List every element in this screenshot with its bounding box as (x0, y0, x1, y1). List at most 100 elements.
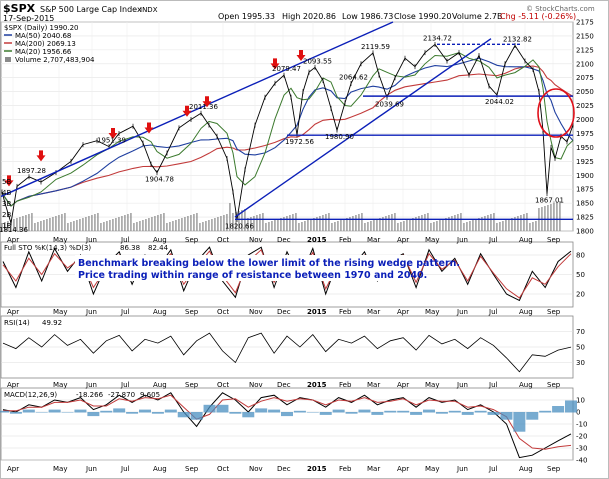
macd-histogram-bar (216, 404, 229, 413)
volume-bar (340, 220, 342, 231)
volume-bar (511, 218, 513, 231)
sto-tick-label: 80 (576, 252, 585, 260)
rsi-tick-label: 30 (576, 359, 585, 367)
volume-bar (262, 213, 264, 231)
month-label: Nov (249, 465, 263, 473)
macd-histogram-bar (61, 412, 74, 413)
volume-bar (40, 221, 42, 231)
macd-histogram-bar (113, 408, 126, 413)
volume-bar (34, 223, 36, 231)
price-label: 2011.36 (189, 103, 218, 111)
price-label: 1814.36 (0, 226, 28, 234)
volume-bar (46, 219, 48, 231)
volume-bar (433, 222, 435, 231)
month-label: Jul (120, 381, 130, 389)
volume-bar (175, 220, 177, 231)
macd-histogram-bar (500, 412, 513, 420)
month-label: Apr (7, 465, 19, 473)
macd-histogram-bar (410, 412, 423, 415)
month-label: Jul (488, 308, 498, 316)
volume-bar (469, 221, 471, 231)
legend-volume: Volume 2,707,483,904 (15, 56, 95, 64)
volume-bar (148, 218, 150, 231)
month-label: Apr (397, 236, 409, 244)
volume-bar (268, 222, 270, 231)
volume-bar (232, 213, 234, 231)
volume-bar (52, 217, 54, 231)
annotation-line1: Benchmark breaking below the lower limit… (78, 258, 460, 269)
macd-histogram-bar (190, 412, 203, 420)
volume-bar (520, 215, 522, 231)
volume-bar (76, 220, 78, 231)
volume-bar (553, 203, 555, 231)
volume-bar (550, 204, 552, 231)
volume-bar (496, 223, 498, 231)
month-label: Apr (397, 465, 409, 473)
volume-bar (445, 218, 447, 231)
macd-histogram-bar (526, 412, 539, 420)
price-label: 1980.90 (325, 133, 354, 141)
volume-bar (301, 222, 303, 231)
volume-bar (250, 217, 252, 231)
volume-bar (58, 215, 60, 231)
volume-bar (73, 221, 75, 231)
price-tick-label: 2100 (576, 60, 594, 68)
volume-bar (112, 219, 114, 231)
macd-histogram-bar (461, 412, 474, 415)
macd-histogram-bar (281, 412, 293, 417)
price-label: 2093.55 (303, 57, 332, 65)
volume-bar (361, 213, 363, 231)
volume-bar (529, 223, 531, 231)
rsi-tick-label: 70 (576, 328, 585, 336)
month-label: Jun (85, 236, 97, 244)
volume-bar (292, 214, 294, 231)
month-label: Feb (339, 308, 352, 316)
volume-bar (307, 220, 309, 231)
volume-bar (349, 217, 351, 231)
volume-bar (109, 220, 111, 231)
volume-bar (385, 216, 387, 231)
volume-bar (238, 211, 240, 231)
month-label: Dec (277, 465, 291, 473)
volume-bar (487, 215, 489, 231)
price-label: 1897.28 (17, 167, 46, 175)
month-label: Aug (153, 381, 167, 389)
volume-bar (94, 214, 96, 231)
price-label: 2039.69 (375, 100, 404, 108)
volume-bar (424, 214, 426, 231)
volume-bar (421, 215, 423, 231)
down-arrow-icon (182, 105, 192, 117)
down-arrow-icon (36, 150, 46, 162)
macd-tick-label: -10 (576, 421, 587, 429)
month-label: May (425, 465, 439, 473)
macd-histogram-bar (255, 408, 268, 413)
month-label: May (425, 236, 439, 244)
volume-bar (130, 213, 132, 231)
volume-bar (244, 209, 246, 231)
price-tick-label: 1850 (576, 200, 594, 208)
macd-histogram-bar (423, 409, 435, 413)
volume-bar (139, 221, 141, 231)
trendline (234, 38, 492, 218)
y-axes: 1800 1825 1850 1875 1900 1925 1950 1975 2000 2025… (2, 19, 594, 465)
month-label: Sep (185, 236, 199, 244)
price-label: 2079.47 (272, 65, 301, 73)
volume-bar (313, 218, 315, 231)
chart-exchange: INDX (140, 6, 158, 14)
volume-tick-label: 4B (2, 189, 11, 197)
rsi-rsi-line (2, 332, 572, 373)
header-volume: Volume 2.7B (452, 12, 503, 21)
volume-bar (277, 219, 279, 231)
month-label: Oct (217, 308, 229, 316)
macd-tick-label: -20 (576, 433, 587, 441)
month-label: Jun (456, 236, 468, 244)
volume-bar (79, 219, 81, 231)
volume-bar (160, 214, 162, 231)
volume-bar (514, 217, 516, 231)
volume-bar (412, 218, 414, 231)
header-high: High 2020.86 (282, 12, 336, 21)
month-label: Sep (547, 308, 561, 316)
volume-bar (190, 215, 192, 231)
volume-bar (82, 218, 84, 231)
